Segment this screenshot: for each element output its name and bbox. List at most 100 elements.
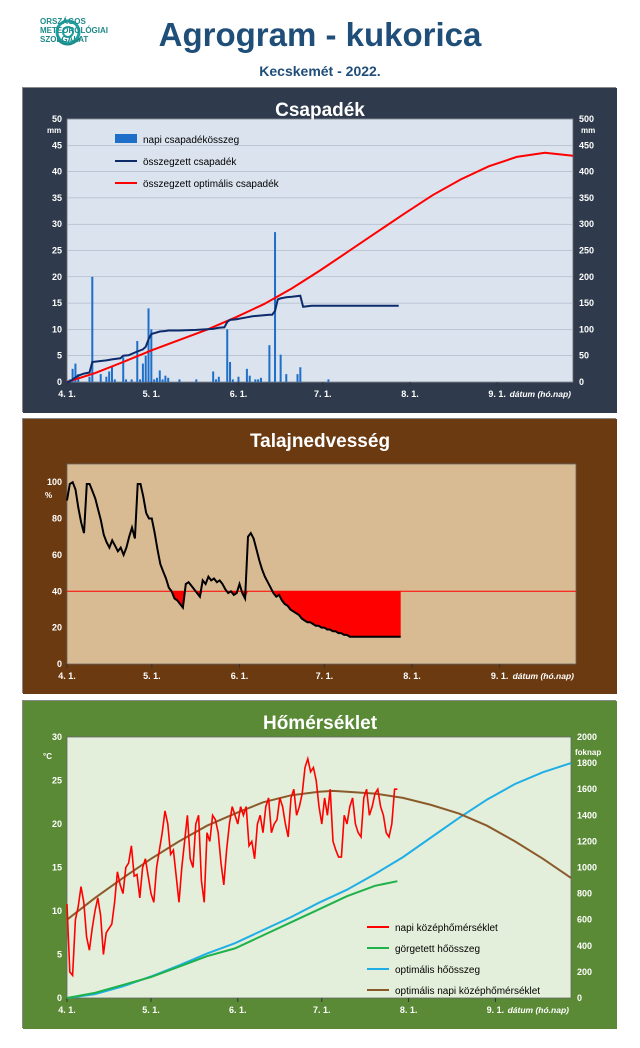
y-tick-label-left: 35 [52,193,62,203]
y-tick-label-left: 25 [52,246,62,256]
optimal-daily-temp-line [66,789,572,921]
y-tick-label-left: 15 [52,298,62,308]
precip-bar [217,376,220,382]
precip-bar [113,379,116,382]
y-tick-label-left: 5 [57,950,62,960]
y-tick-label-left: 40 [52,586,62,596]
y-tick-label-left: 15 [52,863,62,873]
chart-title: Hőmérséklet [263,713,378,734]
chart-title: Csapadék [275,100,365,121]
y-tick-label-right: 800 [577,889,592,899]
precip-bar [257,379,260,382]
y-axis-label-right: mm [581,126,595,135]
y-tick-label-right: 600 [577,915,592,925]
x-tick-label: 6. 1. [231,671,249,681]
precip-bar [122,357,125,382]
precip-bar [195,379,198,382]
y-tick-label-right: 400 [579,167,594,177]
precip-bar [245,368,248,382]
chart-title: Talajnedvesség [250,431,390,452]
plot-area [66,463,577,665]
page-title: Agrogram - kukorica [158,16,482,53]
x-tick-label: 5. 1. [142,1005,160,1015]
x-tick-label: 8. 1. [401,389,419,399]
y-tick-label-right: 1200 [577,836,597,846]
y-tick-label-left: 20 [52,819,62,829]
precip-bar [237,376,240,382]
y-tick-label-left: 50 [52,114,62,124]
precip-bar [164,375,167,382]
y-tick-label-left: 0 [57,659,62,669]
x-tick-label: 4. 1. [58,671,76,681]
y-tick-label-left: 30 [52,732,62,742]
y-tick-label-right: 300 [579,219,594,229]
y-tick-label-right: 450 [579,140,594,150]
precip-bar [144,355,147,382]
precip-bar [150,329,153,382]
y-tick-label-left: 25 [52,776,62,786]
x-axis-label: dátum (hó.nap) [508,1005,570,1015]
precip-bar [125,379,128,382]
precip-bar [259,377,262,382]
precip-bar [268,345,271,382]
precip-bar [158,370,161,382]
y-tick-label-right: 200 [579,272,594,282]
x-axis-label: dátum (hó.nap) [513,671,575,681]
cumulative-precip-line [66,294,399,383]
x-tick-label: 8. 1. [403,671,421,681]
precip-bar [214,379,217,382]
precip-bar [229,362,232,382]
y-tick-label-right: 200 [577,967,592,977]
precip-bar [108,371,111,382]
precip-bar [167,377,170,382]
y-tick-label-left: 40 [52,167,62,177]
precip-bar [153,379,156,382]
daily-mean-temp-line [66,755,398,978]
x-tick-label: 7. 1. [314,389,332,399]
y-tick-label-left: 0 [57,993,62,1003]
met-service-logo [55,19,81,46]
precip-bar [178,379,181,382]
y-tick-label-left: 5 [57,351,62,361]
y-axis-label: % [45,491,52,500]
precipitation-chart: Csapadék05101520253035404550050100150200… [23,88,617,413]
precip-bar [71,368,74,382]
x-tick-label: 9. 1. [487,1005,505,1015]
y-tick-label-left: 60 [52,550,62,560]
y-tick-label-right: 100 [579,324,594,334]
y-tick-label-right: 0 [579,377,584,387]
precip-bar [130,379,133,382]
legend-label: optimális hőösszeg [395,965,480,976]
y-tick-label-left: 100 [47,477,62,487]
x-tick-label: 6. 1. [229,1005,247,1015]
precip-bar [139,379,142,382]
soil-moisture-chart: Talajnedvesség 0 20 40 60 80 100% 4. 1. 5. 1. 6. … [23,419,617,694]
precip-bar [285,374,288,382]
soil-moisture-line [66,480,401,638]
precip-bar [226,329,229,382]
optimal-cumulative-precip-line [66,151,574,383]
y-axis-label-right: foknap [575,748,601,757]
page-subtitle: Kecskemét - 2022. [259,63,381,79]
page-header: ORSZÁGOS METEOROLÓGIAI SZOLGÁLAT Agrogra… [0,0,640,86]
y-tick-label-right: 400 [577,941,592,951]
rolling-heat-sum-line [66,880,398,999]
y-tick-label-right: 1400 [577,810,597,820]
y-tick-label-right: 500 [579,114,594,124]
legend-swatch-daily [115,134,137,143]
y-tick-label-left: 80 [52,514,62,524]
legend-label: optimális napi középhőmérséklet [395,986,540,997]
precip-bar [254,379,257,382]
y-axis-label-left: mm [47,126,61,135]
precip-bar [147,308,150,382]
precip-bar [110,366,113,382]
legend-label: összegzett optimális csapadék [143,179,280,190]
precip-bar [88,376,91,382]
temperature-panel: Hőmérséklet 0 5 10 15 20 25 30 0 200 400 600 800 1000… [22,700,617,1029]
x-tick-label: 9. 1. [491,671,509,681]
precip-bar [136,340,139,382]
y-tick-label-right: 150 [579,298,594,308]
x-tick-label: 7. 1. [316,671,334,681]
y-tick-label-left: 45 [52,140,62,150]
legend-label: görgetett hőösszeg [395,944,480,955]
